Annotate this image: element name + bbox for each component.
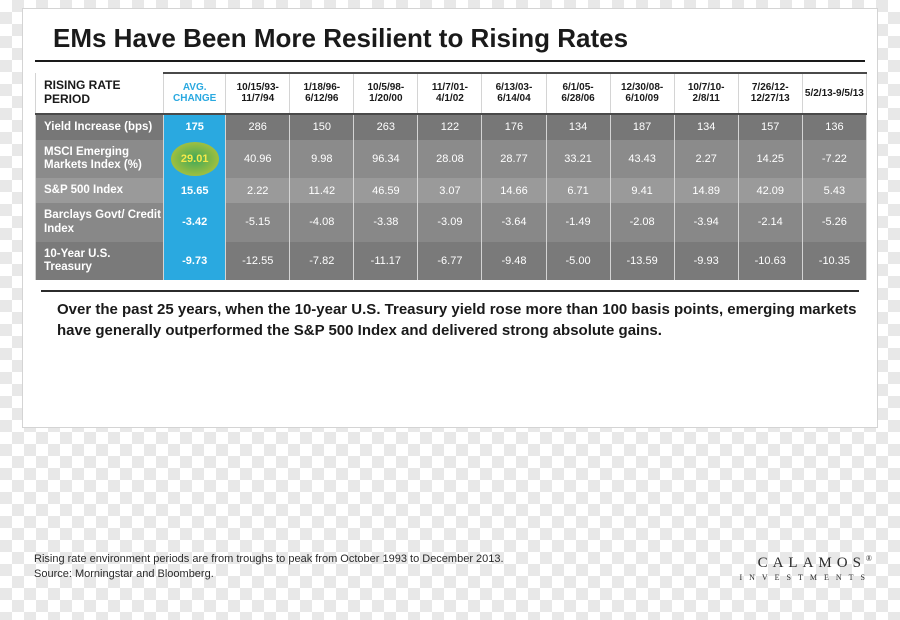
- cell: 157: [738, 114, 802, 140]
- cell: 150: [290, 114, 354, 140]
- cell: 286: [226, 114, 290, 140]
- header-period: 6/13/03-6/14/04: [482, 73, 546, 114]
- cell: -9.48: [482, 242, 546, 280]
- cell: -10.35: [802, 242, 866, 280]
- cell: 187: [610, 114, 674, 140]
- cell-avg: 15.65: [164, 178, 226, 203]
- cell: -2.14: [738, 203, 802, 241]
- header-period: 11/7/01-4/1/02: [418, 73, 482, 114]
- header-period: 6/1/05-6/28/06: [546, 73, 610, 114]
- cell: 33.21: [546, 140, 610, 178]
- cell: 14.66: [482, 178, 546, 203]
- cell: 122: [418, 114, 482, 140]
- row-label: Yield Increase (bps): [36, 114, 164, 140]
- table-row: MSCI Emerging Markets Index (%) 29.01 40…: [36, 140, 867, 178]
- cell-avg-highlight: 29.01: [164, 140, 226, 178]
- cell: -3.94: [674, 203, 738, 241]
- table-header-row: RISING RATE PERIOD AVG. CHANGE 10/15/93-…: [36, 73, 867, 114]
- footnote-line: Rising rate environment periods are from…: [34, 552, 504, 567]
- cell: -2.08: [610, 203, 674, 241]
- cell: 28.77: [482, 140, 546, 178]
- cell: 14.25: [738, 140, 802, 178]
- cell: -5.15: [226, 203, 290, 241]
- cell: -4.08: [290, 203, 354, 241]
- cell: 14.89: [674, 178, 738, 203]
- cell-avg: 175: [164, 114, 226, 140]
- table-row: Yield Increase (bps) 175 286 150 263 122…: [36, 114, 867, 140]
- header-period: 10/7/10-2/8/11: [674, 73, 738, 114]
- cell: 42.09: [738, 178, 802, 203]
- cell: 2.22: [226, 178, 290, 203]
- cell: 263: [354, 114, 418, 140]
- table-row: S&P 500 Index 15.65 2.22 11.42 46.59 3.0…: [36, 178, 867, 203]
- cell: -7.82: [290, 242, 354, 280]
- cell: 43.43: [610, 140, 674, 178]
- header-corner: RISING RATE PERIOD: [36, 73, 164, 114]
- row-label: 10-Year U.S. Treasury: [36, 242, 164, 280]
- table-row: 10-Year U.S. Treasury -9.73 -12.55 -7.82…: [36, 242, 867, 280]
- table-row: Barclays Govt/ Credit Index -3.42 -5.15 …: [36, 203, 867, 241]
- cell: 136: [802, 114, 866, 140]
- header-period: 1/18/96-6/12/96: [290, 73, 354, 114]
- cell: 5.43: [802, 178, 866, 203]
- cell: -6.77: [418, 242, 482, 280]
- caption-text: Over the past 25 years, when the 10-year…: [23, 292, 877, 341]
- registered-icon: ®: [866, 554, 872, 563]
- cell: 9.41: [610, 178, 674, 203]
- cell: -12.55: [226, 242, 290, 280]
- cell: 6.71: [546, 178, 610, 203]
- cell: 9.98: [290, 140, 354, 178]
- cell: -3.64: [482, 203, 546, 241]
- row-label: S&P 500 Index: [36, 178, 164, 203]
- cell: 134: [674, 114, 738, 140]
- header-period: 12/30/08-6/10/09: [610, 73, 674, 114]
- header-period: 7/26/12-12/27/13: [738, 73, 802, 114]
- cell: -1.49: [546, 203, 610, 241]
- header-period: 10/5/98-1/20/00: [354, 73, 418, 114]
- footer: Rising rate environment periods are from…: [34, 552, 872, 582]
- row-label: MSCI Emerging Markets Index (%): [36, 140, 164, 178]
- brand-logo: CALAMOS® INVESTMENTS: [739, 554, 872, 582]
- cell: 11.42: [290, 178, 354, 203]
- cell: 46.59: [354, 178, 418, 203]
- cell-avg: -9.73: [164, 242, 226, 280]
- cell: -3.38: [354, 203, 418, 241]
- cell: 28.08: [418, 140, 482, 178]
- cell-avg: -3.42: [164, 203, 226, 241]
- cell: -9.93: [674, 242, 738, 280]
- cell: -3.09: [418, 203, 482, 241]
- cell: 40.96: [226, 140, 290, 178]
- header-avg: AVG. CHANGE: [164, 73, 226, 114]
- row-label: Barclays Govt/ Credit Index: [36, 203, 164, 241]
- page-title: EMs Have Been More Resilient to Rising R…: [35, 9, 865, 62]
- chart-card: EMs Have Been More Resilient to Rising R…: [22, 8, 878, 428]
- cell: -11.17: [354, 242, 418, 280]
- highlight-value: 29.01: [181, 153, 209, 165]
- brand-sub: INVESTMENTS: [739, 573, 872, 582]
- cell: -5.00: [546, 242, 610, 280]
- cell: 134: [546, 114, 610, 140]
- cell: -10.63: [738, 242, 802, 280]
- brand-name: CALAMOS: [758, 555, 866, 571]
- cell: 96.34: [354, 140, 418, 178]
- cell: -7.22: [802, 140, 866, 178]
- header-period: 10/15/93-11/7/94: [226, 73, 290, 114]
- cell: -13.59: [610, 242, 674, 280]
- cell: 2.27: [674, 140, 738, 178]
- header-period: 5/2/13-9/5/13: [802, 73, 866, 114]
- data-table: RISING RATE PERIOD AVG. CHANGE 10/15/93-…: [35, 72, 867, 280]
- footnote: Rising rate environment periods are from…: [34, 552, 504, 582]
- cell: 176: [482, 114, 546, 140]
- cell: -5.26: [802, 203, 866, 241]
- footnote-line: Source: Morningstar and Bloomberg.: [34, 567, 504, 582]
- cell: 3.07: [418, 178, 482, 203]
